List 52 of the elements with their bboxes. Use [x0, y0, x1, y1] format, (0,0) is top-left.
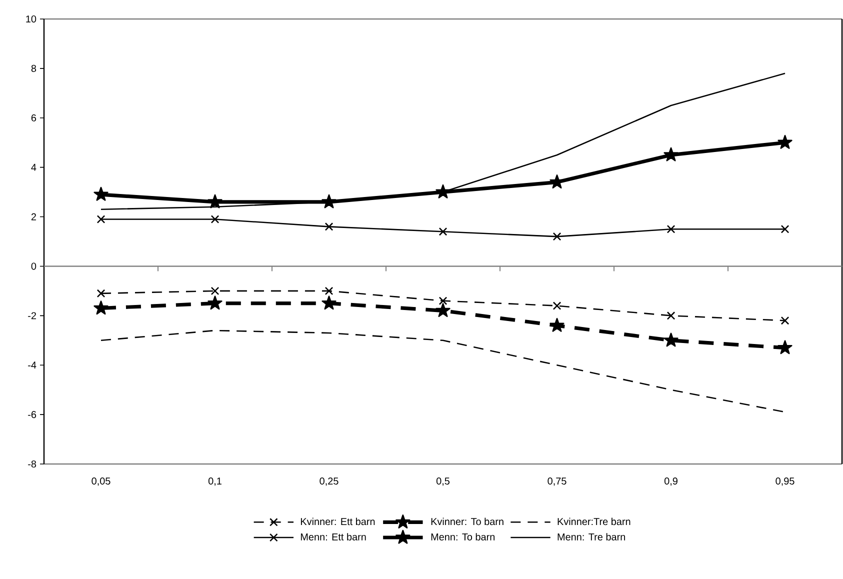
point: [550, 318, 564, 332]
point: [438, 296, 448, 306]
point: [778, 340, 792, 354]
point: [666, 311, 676, 320]
point: [322, 194, 336, 208]
y-tick-label: -4: [28, 362, 36, 369]
point: [552, 232, 562, 241]
point: [436, 303, 450, 318]
point: [664, 332, 678, 347]
y-tick-label: 6: [31, 114, 36, 122]
point: [94, 186, 108, 201]
x-tick-label: 0,9: [664, 478, 678, 486]
legend-label: Kvinner: To barn: [431, 518, 504, 526]
legend-label: Menn: To barn: [431, 533, 495, 540]
point: [324, 286, 334, 296]
y-tick-label: 8: [31, 64, 36, 72]
legend-label: Kvinner: Ett barn: [300, 518, 375, 526]
point: [96, 215, 106, 224]
y-tick-label: -8: [28, 460, 36, 468]
point: [210, 286, 220, 296]
point: [664, 147, 678, 162]
point: [552, 302, 562, 310]
y-tick-label: -6: [28, 411, 36, 418]
legend-label: Menn: Ett barn: [300, 533, 366, 540]
point: [210, 215, 220, 224]
point: [438, 227, 448, 236]
point: [322, 296, 336, 310]
line-series: [100, 330, 786, 413]
point: [780, 316, 790, 325]
x-tick-label: 0,05: [92, 478, 110, 486]
point: [780, 224, 790, 234]
point: [96, 289, 106, 298]
y-tick-label: -2: [28, 312, 36, 320]
x-tick-label: 0,75: [548, 478, 566, 486]
y-tick-label: 4: [31, 164, 36, 171]
y-tick-label: 10: [26, 15, 36, 23]
y-tick-label: 2: [31, 213, 36, 220]
x-tick-label: 0,95: [776, 478, 794, 486]
y-tick-label: 0: [31, 262, 36, 270]
point: [208, 194, 222, 208]
legend-label: Menn: Tre barn: [558, 533, 625, 540]
legend-label: Kvinner:Tre barn: [558, 518, 630, 526]
point: [666, 224, 676, 234]
x-tick-label: 0,1: [208, 478, 222, 486]
point: [324, 222, 334, 231]
point: [778, 134, 792, 149]
point: [208, 296, 222, 310]
point: [94, 300, 108, 315]
x-tick-label: 0,5: [436, 478, 450, 486]
x-tick-label: 0,25: [320, 478, 338, 486]
line-series: [100, 72, 786, 210]
point: [436, 184, 450, 198]
